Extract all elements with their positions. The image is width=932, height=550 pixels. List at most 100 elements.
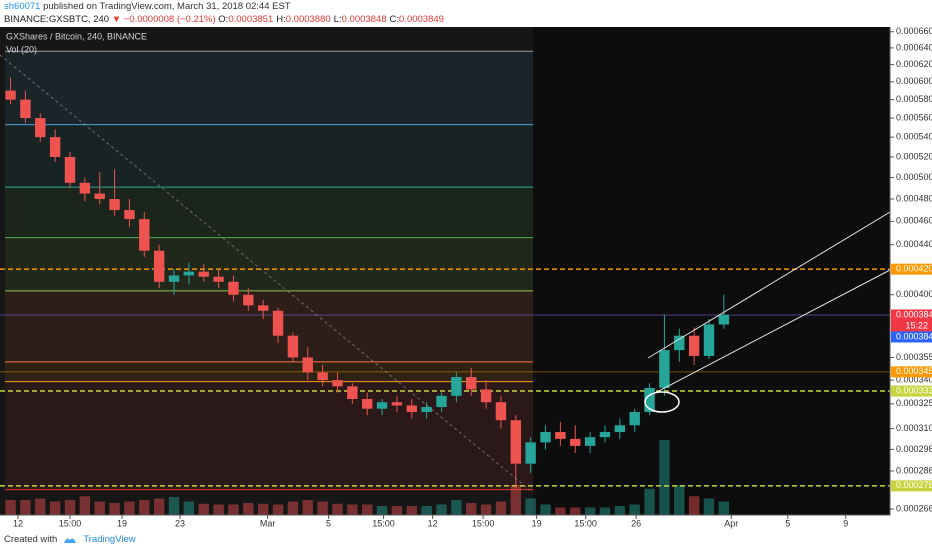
x-tick-label: 15:00 bbox=[574, 518, 597, 528]
ohlc: O:0.0003851 H:0.0003880 L:0.0003848 C:0.000… bbox=[218, 14, 447, 25]
ohlc-key: H: bbox=[276, 14, 286, 25]
volume-bar bbox=[525, 498, 536, 515]
x-tick-label: 5 bbox=[326, 518, 331, 528]
volume-bar bbox=[5, 500, 16, 515]
price-label: 0.0002780 bbox=[896, 480, 932, 490]
volume-bar bbox=[213, 504, 224, 515]
created-with: Created with bbox=[4, 534, 58, 545]
price-label: 0.0003454 bbox=[896, 366, 932, 376]
volume-bar bbox=[317, 501, 328, 515]
ohlc-value: 0.0003851 bbox=[228, 14, 274, 25]
fib-band bbox=[5, 290, 533, 362]
fib-band bbox=[5, 237, 533, 291]
ohlc-key: O: bbox=[218, 14, 229, 25]
x-tick-label: 19 bbox=[532, 518, 542, 528]
volume-bar bbox=[555, 507, 566, 515]
price-label-box bbox=[891, 480, 932, 492]
volume-bar bbox=[614, 506, 626, 515]
volume-bar bbox=[243, 503, 254, 515]
volume-bar bbox=[703, 498, 715, 515]
symbol-title: GXShares / Bitcoin, 240, BINANCE bbox=[6, 31, 147, 41]
candle-body bbox=[540, 432, 551, 443]
header-line-2: BINANCE:GXSBTC, 240 ▼ −0.0000008 (−0.21%… bbox=[4, 14, 447, 25]
x-tick-label: Mar bbox=[260, 518, 276, 528]
countdown: 15:22 bbox=[905, 320, 928, 330]
x-tick-label: 12 bbox=[428, 518, 438, 528]
candle-body bbox=[584, 437, 596, 446]
candle-body bbox=[79, 182, 91, 194]
volume-bar bbox=[570, 507, 581, 515]
candle-body bbox=[674, 335, 685, 351]
volume-bar bbox=[94, 501, 105, 515]
candle-body bbox=[272, 310, 284, 336]
candle-body bbox=[718, 314, 730, 325]
volume-bar bbox=[362, 504, 373, 515]
change: ▼ −0.0000008 (−0.21%) bbox=[111, 14, 216, 25]
volume-bar bbox=[510, 485, 522, 515]
volume-bar bbox=[20, 500, 31, 515]
candle-body bbox=[629, 411, 640, 426]
indicator-label: Vol (20) bbox=[6, 44, 37, 54]
candle-body bbox=[376, 402, 388, 409]
price-label: 0.0003849 bbox=[896, 309, 932, 319]
candle-body bbox=[124, 210, 135, 220]
candle-body bbox=[495, 402, 507, 421]
candle-body bbox=[644, 387, 655, 412]
candle-body bbox=[659, 350, 670, 388]
candle-body bbox=[466, 377, 477, 390]
candle-body bbox=[168, 275, 180, 282]
volume-bar bbox=[629, 504, 640, 515]
trend-line bbox=[0, 54, 531, 491]
price-label-box bbox=[891, 366, 932, 378]
brand[interactable]: TradingView bbox=[83, 534, 136, 545]
volume-bar bbox=[540, 504, 551, 515]
volume-bar bbox=[257, 503, 269, 515]
candle-body bbox=[317, 372, 328, 381]
volume-bar bbox=[376, 506, 388, 515]
candle-body bbox=[332, 380, 343, 387]
candle-body bbox=[153, 250, 165, 282]
volume-bar bbox=[451, 500, 462, 515]
candle-body bbox=[243, 294, 254, 306]
time-axis bbox=[0, 515, 932, 532]
candle-body bbox=[302, 357, 313, 373]
volume-bar bbox=[228, 504, 239, 515]
x-tick-label: 9 bbox=[843, 518, 848, 528]
volume-bar bbox=[302, 500, 313, 515]
price-label-box bbox=[891, 263, 932, 275]
highlight-circle bbox=[644, 391, 680, 413]
fib-band bbox=[5, 51, 533, 125]
volume-bar bbox=[79, 496, 91, 515]
candle-body bbox=[525, 442, 536, 464]
footer: Created with TradingView bbox=[4, 534, 136, 545]
volume-bar bbox=[391, 506, 403, 515]
candle-body bbox=[139, 219, 150, 251]
volume-bar bbox=[287, 501, 299, 515]
header-line-1: sh60071 published on TradingView.com, Ma… bbox=[4, 1, 291, 12]
candle-body bbox=[703, 324, 715, 356]
volume-bar bbox=[272, 504, 284, 515]
ohlc-value: 0.0003880 bbox=[285, 14, 331, 25]
author[interactable]: sh60071 bbox=[4, 1, 41, 12]
candle-body bbox=[480, 389, 492, 403]
candle-body bbox=[362, 399, 373, 409]
volume-bar bbox=[49, 501, 61, 515]
candle-body bbox=[421, 407, 432, 412]
